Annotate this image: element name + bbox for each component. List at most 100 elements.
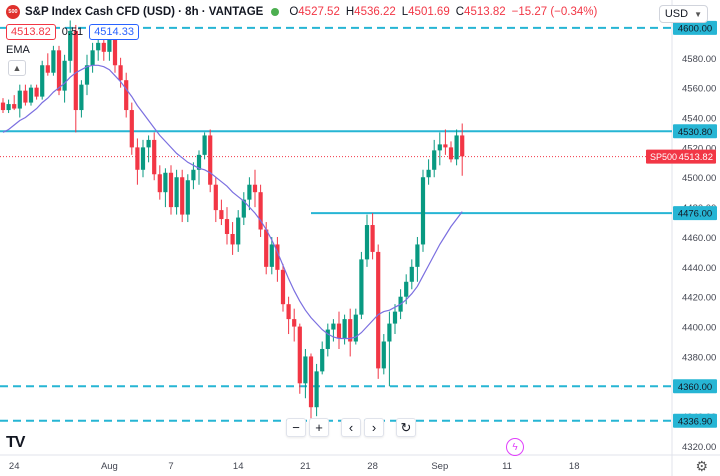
tradingview-logo-icon[interactable]: TV — [6, 434, 25, 451]
candle-body — [370, 225, 375, 252]
candle-body — [308, 356, 314, 408]
ema-indicator-label[interactable]: EMA — [6, 44, 30, 56]
candle-body — [241, 199, 246, 218]
candle-body — [6, 104, 11, 111]
candle-body — [68, 30, 73, 61]
candle-body — [420, 177, 426, 245]
x-tick-label: Sep — [431, 461, 448, 472]
candle-body — [101, 42, 106, 52]
candle-body — [454, 135, 459, 160]
candle-body — [432, 150, 437, 170]
zoom-out-button[interactable]: − — [286, 418, 306, 437]
scroll-right-button[interactable]: › — [364, 418, 384, 437]
candle-body — [269, 244, 274, 267]
candle-body — [79, 84, 84, 111]
plus-icon: + — [315, 420, 323, 435]
candle-body — [23, 90, 28, 103]
candle-body — [146, 139, 151, 148]
candle-body — [140, 147, 146, 170]
y-tick-label: 4540.00 — [682, 114, 716, 125]
candle-body — [426, 169, 431, 178]
candle-body — [275, 244, 280, 270]
candle-body — [224, 219, 230, 234]
candle-body — [168, 172, 174, 208]
ema-line — [2, 64, 463, 340]
level-price-label: 4476.00 — [678, 209, 712, 220]
candle-body — [404, 281, 409, 297]
zoom-in-button[interactable]: + — [309, 418, 329, 437]
symbol-title[interactable]: S&P Index Cash CFD (USD) · 8h · VANTAGE — [25, 6, 264, 18]
candle-body — [264, 229, 269, 267]
y-tick-label: 4560.00 — [682, 84, 716, 95]
lightning-icon[interactable]: ϟ — [506, 438, 524, 456]
candle-body — [202, 135, 207, 155]
gear-icon[interactable]: ⚙ — [695, 458, 708, 474]
candle-body — [364, 225, 370, 260]
ohlc-close: C4513.82 — [455, 6, 506, 18]
candle-body — [331, 323, 336, 330]
reset-chart-button[interactable]: ↻ — [396, 418, 416, 437]
candle-body — [196, 154, 202, 170]
candle-body — [460, 135, 465, 157]
candle-body — [34, 87, 39, 97]
spread-value: 0.51 — [61, 26, 84, 38]
candle-body — [191, 169, 196, 181]
candle-body — [45, 65, 50, 73]
candle-body — [415, 244, 420, 267]
candle-body — [0, 102, 6, 111]
x-tick-label: 24 — [9, 461, 20, 472]
candle-body — [236, 217, 241, 245]
candle-body — [443, 144, 448, 148]
ohlc-high: H4536.22 — [345, 6, 396, 18]
ohlc-change: −15.27 (−0.34%) — [511, 6, 598, 18]
candle-body — [448, 147, 454, 160]
candle-body — [258, 192, 263, 230]
y-tick-label: 4500.00 — [682, 173, 716, 184]
x-tick-label: 7 — [168, 461, 173, 472]
candle-body — [292, 319, 297, 327]
candle-body — [353, 314, 358, 342]
candle-body — [320, 348, 325, 372]
reset-icon: ↻ — [400, 419, 412, 435]
candle-body — [280, 269, 286, 305]
currency-select[interactable]: USD ▼ — [658, 5, 708, 23]
level-price-label: 4530.80 — [678, 127, 712, 138]
candle-body — [17, 90, 22, 109]
candle-body — [129, 110, 134, 148]
candle-body — [90, 50, 95, 66]
level-price-label: 4336.90 — [678, 416, 712, 427]
candle-body — [51, 50, 56, 73]
candle-body — [252, 184, 258, 193]
candle-body — [437, 144, 442, 151]
currency-value: USD — [664, 8, 689, 20]
level-price-label: 4360.00 — [678, 382, 712, 393]
level-price-tag — [673, 379, 717, 394]
candle-body — [303, 356, 308, 384]
collapse-legend-button[interactable]: ▲ — [8, 60, 26, 76]
y-tick-label: 4460.00 — [682, 233, 716, 244]
candle-body — [152, 139, 157, 175]
candle-body — [336, 323, 342, 339]
candle-body — [157, 174, 162, 193]
scroll-left-button[interactable]: ‹ — [341, 418, 361, 437]
ask-price-button[interactable]: 4514.33 — [89, 24, 139, 40]
candle-body — [230, 233, 235, 245]
y-tick-label: 4380.00 — [682, 352, 716, 363]
candle-body — [56, 50, 62, 91]
candle-body — [185, 180, 190, 215]
chevron-down-icon: ▼ — [694, 9, 702, 19]
candle-body — [286, 304, 291, 320]
candle-body — [342, 319, 347, 339]
candle-body — [213, 184, 218, 211]
y-tick-label: 4580.00 — [682, 54, 716, 65]
chevron-right-icon: › — [371, 420, 377, 435]
market-status-icon — [271, 8, 280, 16]
level-price-tag — [673, 124, 717, 139]
bid-price-button[interactable]: 4513.82 — [6, 24, 56, 40]
last-price-value: 4513.82 — [679, 152, 713, 163]
x-tick-label: 28 — [367, 461, 378, 472]
candle-body — [112, 39, 118, 66]
candle-body — [174, 177, 179, 208]
x-tick-label: 18 — [569, 461, 580, 472]
